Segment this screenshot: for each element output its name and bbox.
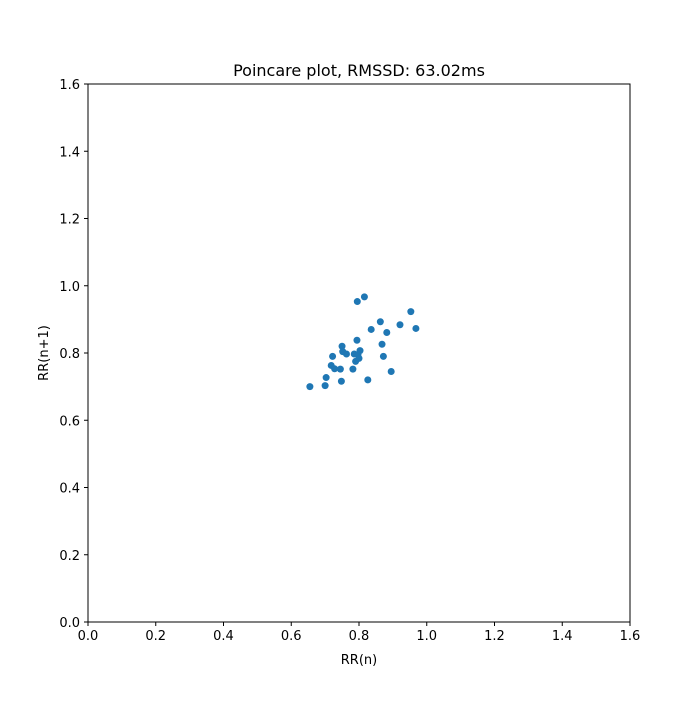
- scatter-point: [364, 376, 372, 384]
- scatter-point: [337, 377, 345, 385]
- y-tick-label: 0.2: [59, 549, 80, 564]
- scatter-point: [321, 382, 329, 390]
- scatter-point: [331, 365, 339, 373]
- scatter-points: [306, 293, 420, 391]
- y-tick-label: 1.4: [59, 145, 80, 160]
- scatter-point: [322, 374, 330, 382]
- chart-title: Poincare plot, RMSSD: 63.02ms: [233, 61, 485, 80]
- y-tick-label: 0.0: [59, 616, 80, 631]
- scatter-point: [412, 324, 420, 332]
- scatter-point: [338, 342, 346, 350]
- scatter-point: [383, 328, 391, 336]
- scatter-point: [379, 352, 387, 360]
- x-tick-label: 1.4: [552, 629, 573, 644]
- scatter-point: [355, 354, 363, 362]
- y-tick-label: 0.4: [59, 482, 80, 497]
- scatter-point: [378, 340, 386, 348]
- x-axis-ticks: 0.0 0.2 0.4 0.6 0.8 1.0 1.2 1.4 1.6: [78, 622, 641, 644]
- scatter-point: [342, 350, 350, 358]
- y-axis-ticks: 0.0 0.2 0.4 0.6 0.8 1.0 1.2 1.4 1.6: [59, 78, 88, 631]
- y-tick-label: 1.6: [59, 78, 80, 93]
- scatter-point: [329, 352, 337, 360]
- y-tick-label: 0.8: [59, 347, 80, 362]
- scatter-point: [387, 367, 395, 375]
- y-tick-label: 1.0: [59, 280, 80, 295]
- x-tick-label: 1.0: [416, 629, 437, 644]
- scatter-point: [349, 365, 357, 373]
- x-tick-label: 0.4: [213, 629, 234, 644]
- scatter-point: [353, 336, 361, 344]
- x-tick-label: 1.6: [620, 629, 641, 644]
- scatter-point: [376, 318, 384, 326]
- scatter-point: [306, 383, 314, 391]
- x-tick-label: 0.0: [78, 629, 99, 644]
- scatter-point: [353, 298, 361, 306]
- x-tick-label: 1.2: [484, 629, 505, 644]
- x-tick-label: 0.2: [145, 629, 166, 644]
- scatter-point: [360, 293, 368, 301]
- y-axis-label: RR(n+1): [37, 325, 52, 381]
- y-tick-label: 0.6: [59, 414, 80, 429]
- scatter-point: [396, 321, 404, 329]
- scatter-point: [367, 325, 375, 333]
- x-tick-label: 0.8: [349, 629, 370, 644]
- x-axis-label: RR(n): [341, 653, 377, 668]
- scatter-point: [407, 308, 415, 316]
- x-tick-label: 0.6: [281, 629, 302, 644]
- scatter-point: [356, 347, 364, 355]
- scatter-point: [336, 365, 344, 373]
- y-tick-label: 1.2: [59, 213, 80, 228]
